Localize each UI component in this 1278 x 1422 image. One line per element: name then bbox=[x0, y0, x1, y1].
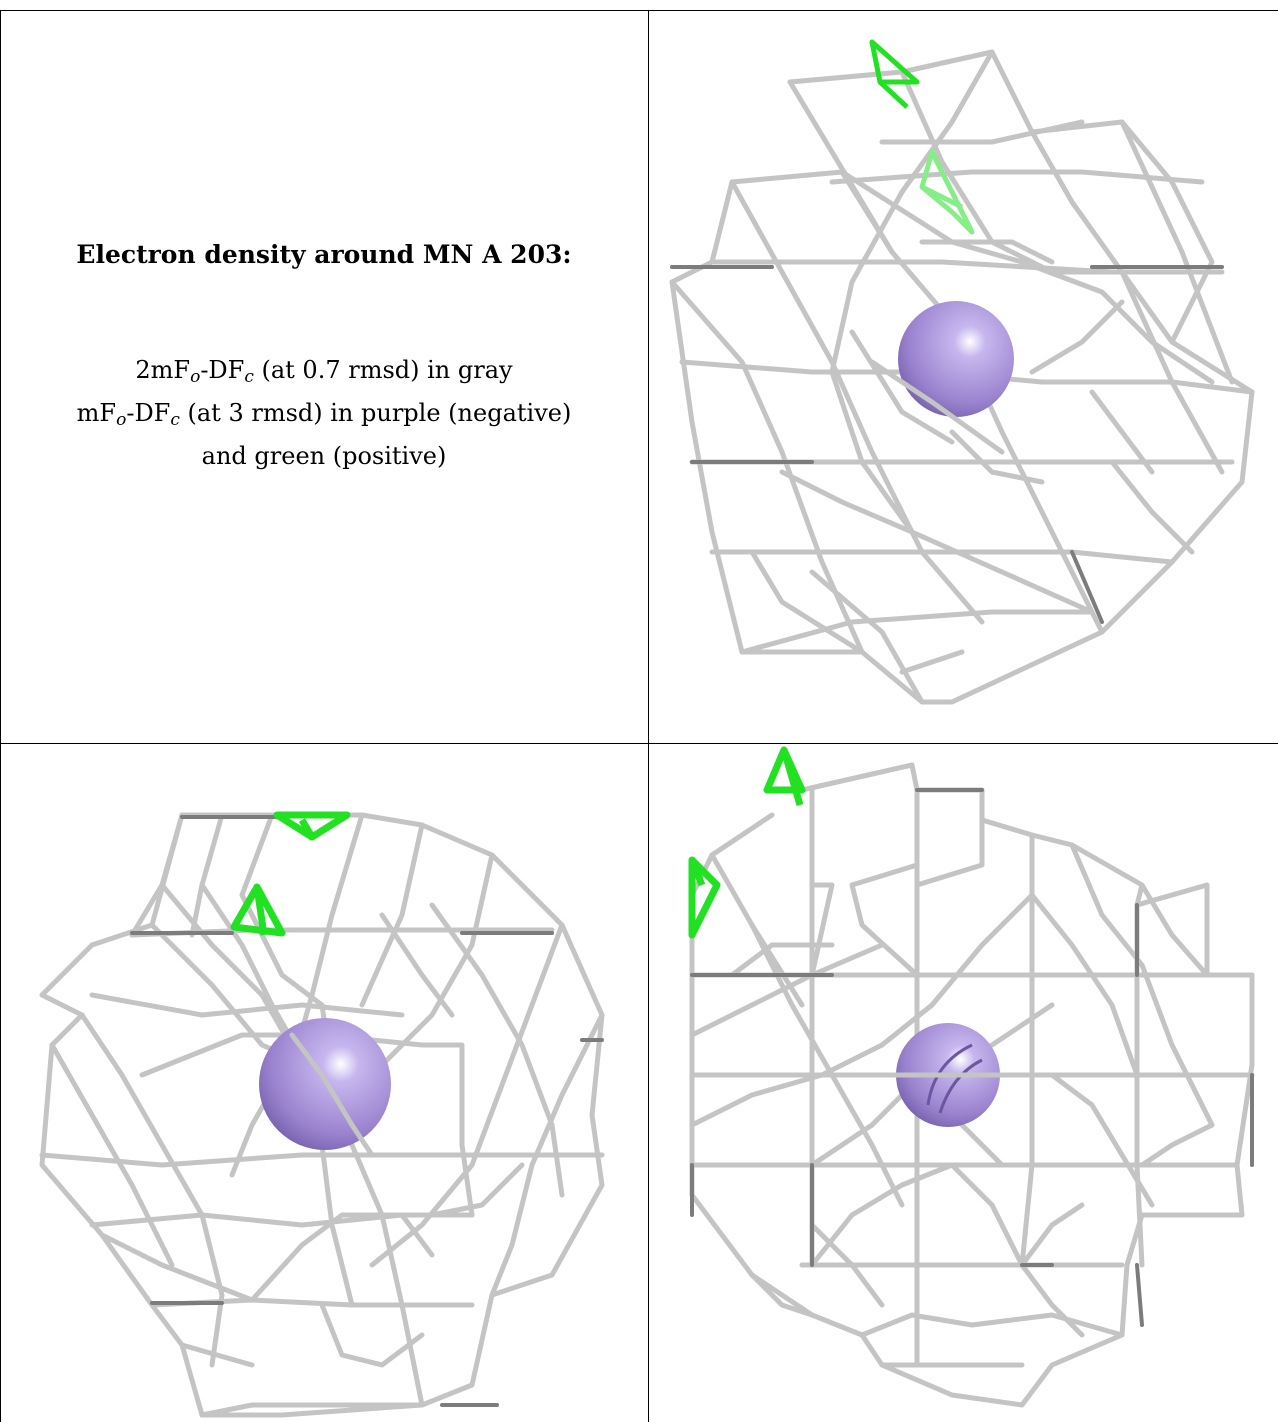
density-panel-bottom-right bbox=[652, 745, 1278, 1422]
positive-density-green bbox=[869, 39, 920, 109]
legend-line-green: and green (positive) bbox=[201, 442, 447, 470]
table-left-rule bbox=[0, 10, 1, 1422]
legend-line-2mfo: 2mFo-DFc (at 0.7 rmsd) in gray bbox=[135, 356, 513, 387]
negative-density-purple bbox=[926, 1043, 983, 1114]
legend-line-mfo: mFo-DFc (at 3 rmsd) in purple (negative) bbox=[76, 399, 572, 430]
density-mesh-image bbox=[669, 39, 1255, 705]
density-panel-top-right bbox=[652, 12, 1278, 742]
density-mesh-image bbox=[688, 746, 1255, 1408]
density-mesh-image bbox=[39, 811, 605, 1418]
figure-legend: 2mFo-DFc (at 0.7 rmsd) in gray mFo-DFc (… bbox=[0, 352, 648, 474]
positive-density-green bbox=[230, 811, 351, 937]
table-middle-rule bbox=[648, 10, 649, 1422]
density-panel-bottom-left bbox=[2, 745, 646, 1422]
mn-atom-sphere bbox=[898, 301, 1014, 417]
table-row-rule bbox=[0, 743, 1278, 744]
figure-title: Electron density around MN A 203: bbox=[76, 240, 572, 269]
positive-density-green bbox=[688, 746, 806, 939]
table-top-rule bbox=[0, 10, 1278, 11]
caption-cell: Electron density around MN A 203: 2mFo-D… bbox=[0, 0, 648, 742]
